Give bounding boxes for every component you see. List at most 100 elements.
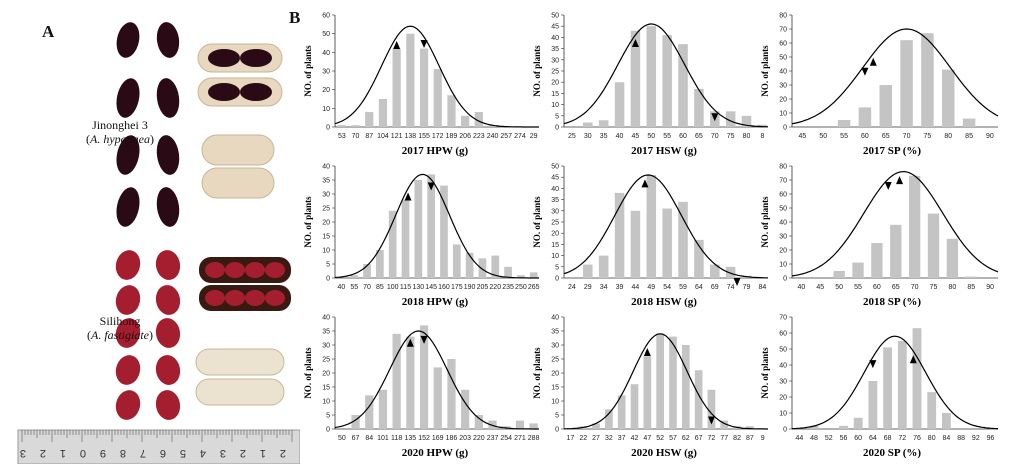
y-tick-label: 10 (551, 399, 559, 406)
histogram-bar (617, 395, 626, 429)
y-tick-label: 60 (779, 41, 787, 48)
histogram-bar (614, 82, 625, 127)
ruler (17, 429, 301, 465)
y-axis-label: NO. of plants (760, 45, 770, 97)
histogram-bar (406, 33, 415, 127)
x-tick-label: 169 (432, 435, 444, 442)
histogram-bar (912, 328, 922, 429)
x-axis-label: 2018 SP (%) (863, 296, 921, 308)
x-tick-label: 30 (584, 133, 592, 140)
histogram-bar (942, 413, 951, 429)
pod-kernel (245, 262, 265, 278)
y-tick-label: 10 (779, 262, 787, 269)
x-tick-label: 64 (695, 284, 703, 291)
histogram-bar (852, 262, 864, 278)
closed-pod (201, 134, 275, 166)
x-tick-label: 235 (502, 284, 514, 291)
y-tick-label: 40 (322, 164, 330, 171)
red-kernel (155, 318, 181, 348)
histogram-bar (376, 250, 384, 278)
x-tick-label: 203 (459, 435, 471, 442)
histogram-bar (337, 125, 346, 127)
y-tick-label: 40 (551, 35, 559, 42)
histogram-bar (433, 367, 442, 429)
x-tick-label: 49 (647, 284, 655, 291)
red-kernel (115, 285, 141, 315)
closed-pod (195, 378, 285, 406)
y-tick-label: 0 (783, 276, 787, 283)
histogram-bar (630, 210, 641, 278)
histogram-bar (942, 69, 955, 127)
x-tick-label: 77 (720, 435, 728, 442)
normal-curve (334, 173, 539, 279)
x-tick-label: 145 (425, 284, 437, 291)
x-axis-label: 2018 HPW (g) (402, 296, 469, 308)
x-tick-label: 60 (854, 435, 862, 442)
black-kernel (116, 135, 140, 175)
histogram-bar (392, 333, 401, 429)
parent-marker-up (404, 192, 412, 201)
y-tick-label: 35 (551, 46, 559, 53)
histogram-bar (515, 420, 525, 429)
y-tick-label: 50 (551, 164, 559, 171)
y-tick-label: 15 (551, 91, 559, 98)
y-tick-label: 20 (551, 371, 559, 378)
x-tick-label: 45 (816, 284, 824, 291)
parent-marker-up (643, 348, 651, 357)
x-tick-label: 65 (892, 284, 900, 291)
x-tick-label: 90 (986, 284, 994, 291)
x-tick-label: 250 (515, 284, 527, 291)
pod-kernel (265, 262, 285, 278)
histogram-bar (461, 115, 470, 127)
x-tick-label: 88 (957, 435, 965, 442)
histogram-bar (350, 275, 359, 278)
normal-curve (791, 28, 999, 125)
x-tick-label: 84 (365, 435, 373, 442)
parent-marker-up (909, 355, 917, 364)
histogram-bar (598, 255, 609, 278)
histogram-bar (388, 210, 397, 278)
pod-kernel (225, 290, 245, 306)
histogram-bar (725, 111, 736, 127)
x-tick-label: 55 (350, 284, 358, 291)
y-tick-label: 60 (779, 331, 787, 338)
parent-marker-down (427, 182, 435, 191)
x-tick-label: 82 (733, 435, 741, 442)
histogram-bar (741, 115, 752, 127)
x-tick-label: 206 (459, 133, 471, 140)
histogram-bar (646, 174, 657, 278)
parent-marker-down (420, 40, 428, 49)
histogram-bar (365, 395, 374, 429)
black-kernel (156, 135, 180, 175)
y-tick-label: 50 (551, 13, 559, 20)
y-tick-label: 10 (322, 106, 330, 113)
histogram-chart: 0 5 10 15 20 25 30 35 40 45 50 25 30 35 40 45 50 55 60 65 70… (532, 13, 769, 157)
x-axis-label: 2020 SP (%) (863, 447, 921, 459)
y-tick-label: 30 (322, 69, 330, 76)
y-tick-label: 40 (779, 69, 787, 76)
x-tick-label: 59 (679, 284, 687, 291)
x-tick-label: 17 (567, 435, 575, 442)
histogram-bar (725, 266, 736, 278)
x-tick-label: 40 (338, 284, 346, 291)
histogram-bar (871, 243, 883, 278)
x-axis-label: 2020 HPW (g) (402, 447, 469, 459)
x-axis-label: 2020 HSW (g) (631, 447, 697, 459)
ruler-number: 2 (40, 447, 46, 459)
x-tick-label: 75 (727, 133, 735, 140)
histogram-chart: 0 10 20 30 40 50 60 70 44 48 52 56 60 64 68 72 76 80 84 88 9… (760, 315, 998, 459)
y-tick-label: 5 (326, 413, 330, 420)
red-kernel (155, 355, 181, 385)
y-tick-label: 20 (551, 80, 559, 87)
y-tick-label: 45 (551, 24, 559, 31)
y-tick-label: 20 (322, 371, 330, 378)
histogram-bar (447, 95, 456, 127)
histogram-bar (427, 174, 435, 278)
y-tick-label: 20 (322, 220, 330, 227)
histogram-bar (900, 40, 913, 128)
y-tick-label: 0 (555, 427, 559, 434)
y-tick-label: 25 (551, 69, 559, 76)
histogram-bar (694, 88, 704, 127)
parent-marker-down (884, 182, 892, 191)
red-kernel (155, 390, 181, 420)
